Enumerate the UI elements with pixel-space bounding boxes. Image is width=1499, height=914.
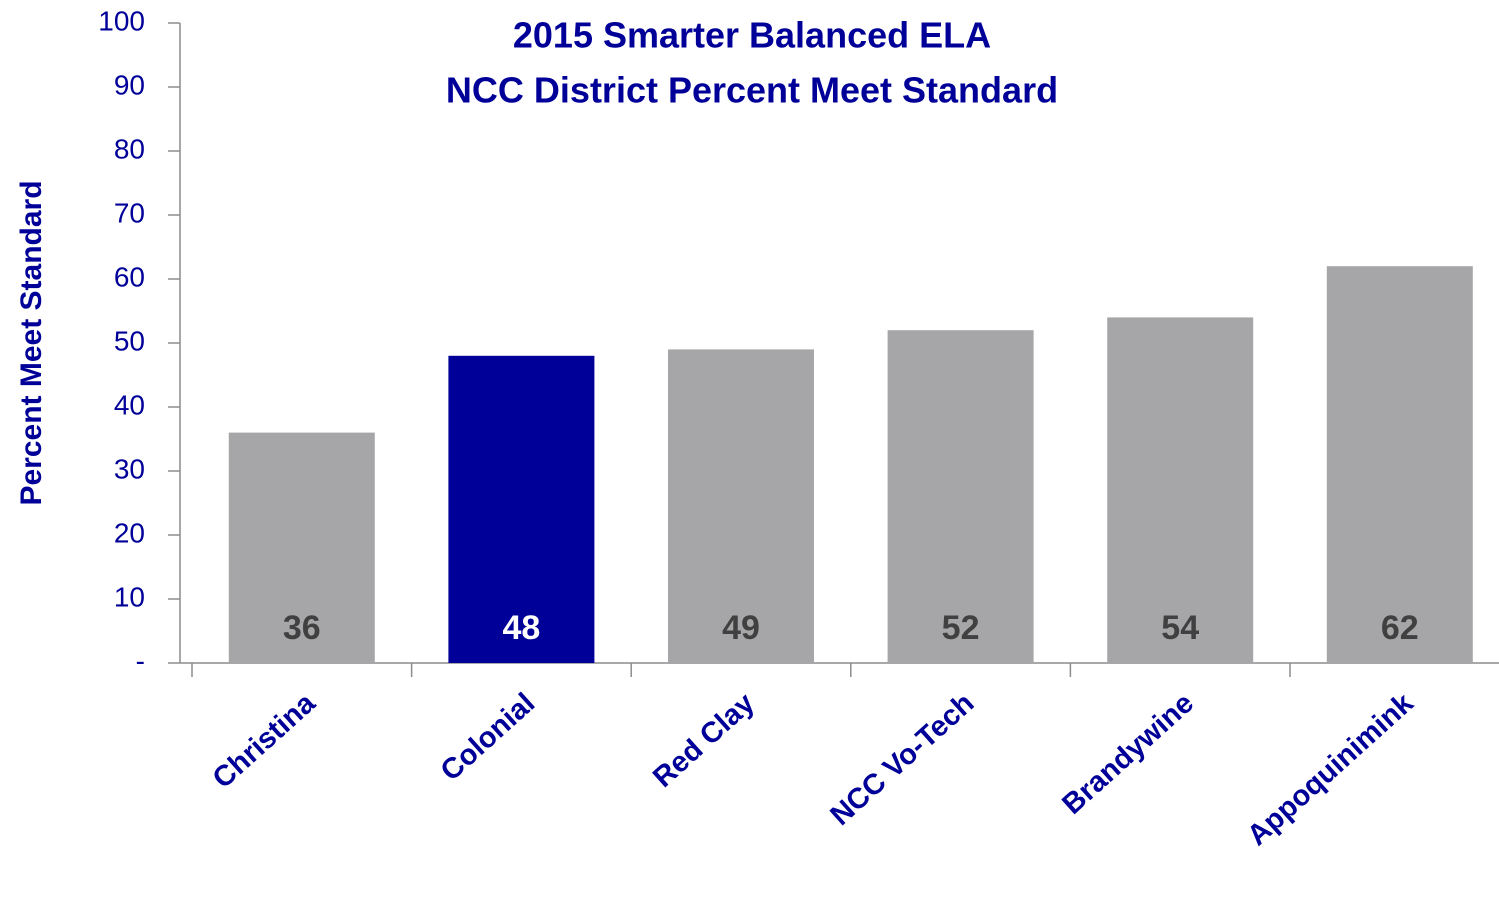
y-tick-label: 30: [114, 453, 145, 484]
x-tick-label: Appoquinimink: [1241, 687, 1420, 853]
y-tick-label: 40: [114, 389, 145, 420]
chart-title: 2015 Smarter Balanced ELA: [513, 15, 991, 56]
bar: [228, 432, 375, 663]
bar: [1326, 266, 1473, 663]
bar: [668, 349, 814, 663]
chart-title: NCC District Percent Meet Standard: [446, 70, 1058, 111]
bar: [1107, 317, 1254, 663]
y-tick-label: 10: [114, 581, 145, 612]
data-label: 36: [283, 609, 321, 647]
y-tick-label: 20: [114, 517, 145, 548]
data-label: 49: [722, 609, 760, 647]
y-tick-label: 80: [114, 133, 145, 164]
y-tick-label: 90: [114, 69, 145, 100]
y-tick-label: 50: [114, 325, 145, 356]
y-tick-label: 60: [114, 261, 145, 292]
y-axis-label: Percent Meet Standard: [15, 180, 48, 505]
data-label: 52: [942, 609, 980, 647]
bar: [448, 355, 595, 663]
data-label: 62: [1381, 609, 1419, 647]
x-tick-label: NCC Vo-Tech: [824, 687, 980, 832]
x-tick-label: Colonial: [435, 687, 541, 787]
y-tick-label: -: [136, 645, 145, 676]
x-tick-label: Red Clay: [647, 687, 761, 794]
y-tick-label: 70: [114, 197, 145, 228]
data-label: 48: [502, 609, 540, 647]
x-tick-label: Brandywine: [1056, 687, 1200, 821]
y-tick-label: 100: [98, 5, 145, 36]
bar: [887, 330, 1034, 663]
data-label: 54: [1161, 609, 1199, 647]
x-tick-label: Christina: [207, 687, 322, 795]
